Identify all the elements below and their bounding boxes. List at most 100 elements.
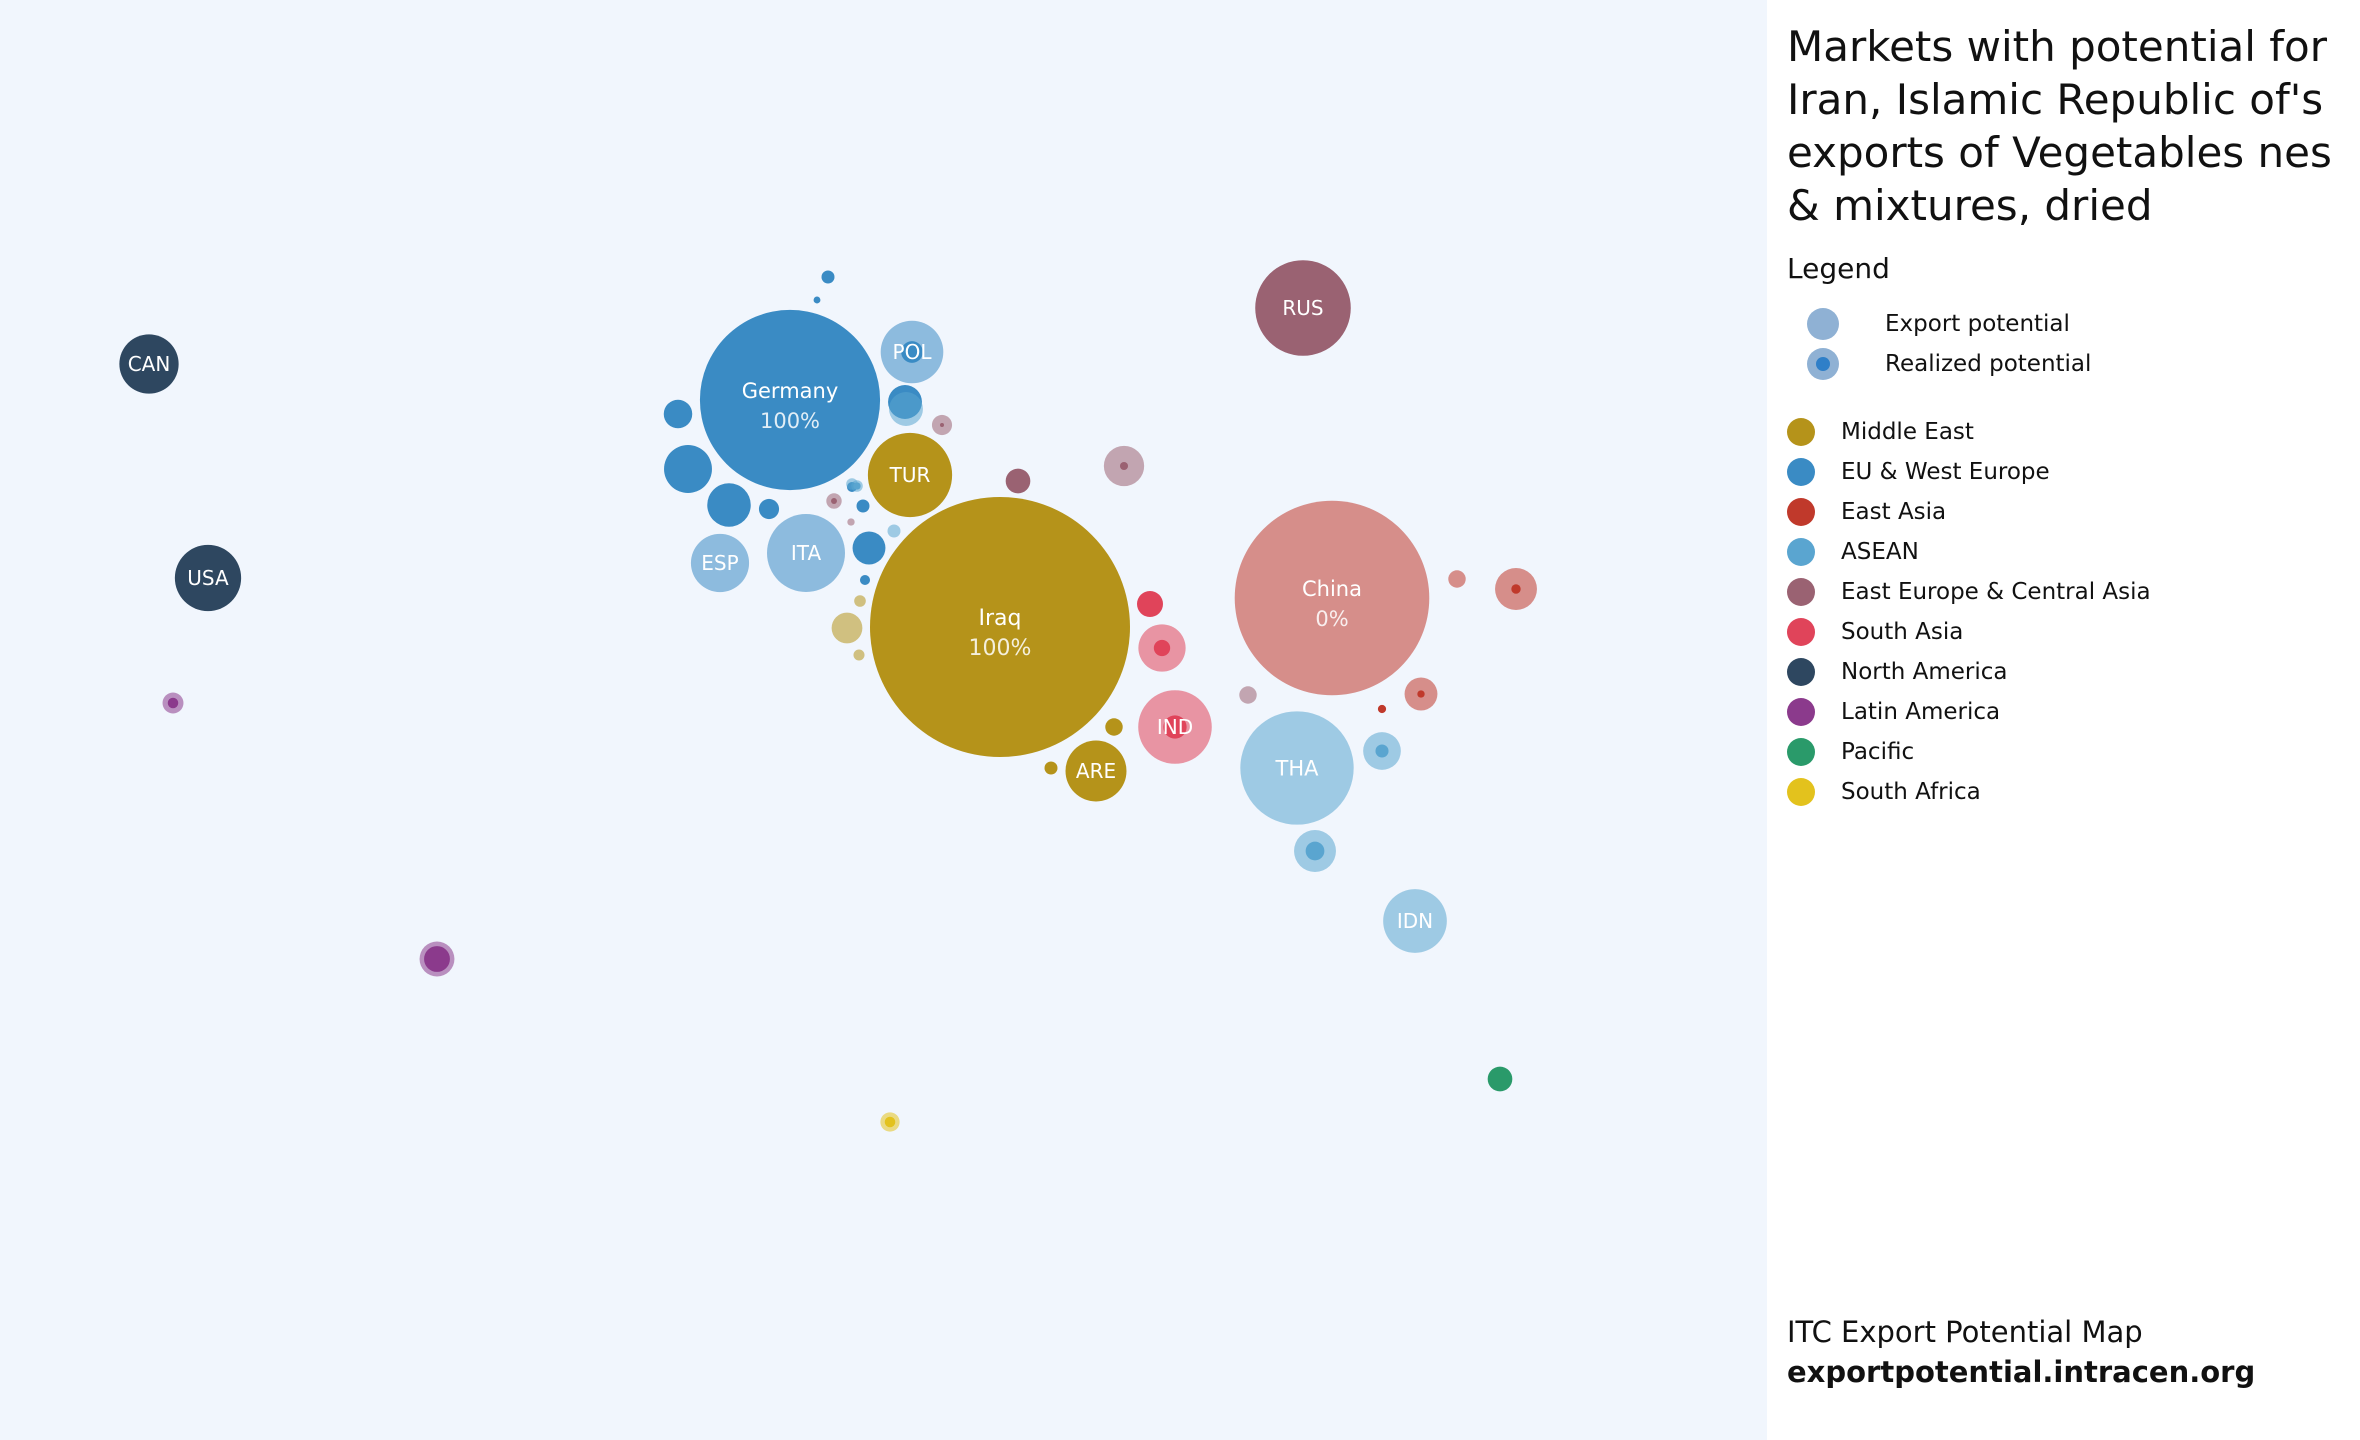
legend-label: South Asia [1841,619,1964,645]
bubble-market[interactable] [854,595,866,607]
bubble-market[interactable] [419,941,455,977]
bubble-pol[interactable]: POL [880,320,944,384]
bubble-market[interactable] [1105,718,1123,736]
bubble-market[interactable] [1005,468,1031,494]
legend-item-north-america: North America [1787,652,2008,692]
bubble-market[interactable] [1377,704,1387,714]
export-potential-circle [813,296,821,304]
bubble-market[interactable] [1103,445,1145,487]
export-potential-circle [1448,570,1466,588]
export-potential-circle [831,612,863,644]
export-potential-circle [867,432,953,518]
bubble-market[interactable] [813,296,821,304]
bubble-market[interactable] [162,692,184,714]
bubble-esp[interactable]: ESP [690,533,750,593]
legend-item-export-potential: Export potential [1787,304,2070,344]
bubble-market[interactable] [853,649,865,661]
bubble-market[interactable] [1495,568,1537,610]
bubble-ita[interactable]: ITA [767,514,845,592]
bubble-are[interactable]: ARE [1065,740,1127,802]
legend-label: Pacific [1841,739,1915,765]
bubble-iraq[interactable]: Iraq 100% [870,497,1130,757]
export-potential-circle [852,531,886,565]
bubble-rus[interactable]: RUS [1255,260,1351,356]
realized-potential-circle [853,482,861,490]
export-potential-circle [1234,500,1430,696]
realized-potential-circle [1511,584,1521,594]
realized-potential-circle [167,697,179,709]
bubble-china[interactable]: China 0% [1234,500,1430,696]
bubble-label: IDN [1397,909,1433,933]
bubble-market[interactable] [664,445,712,493]
bubble-market[interactable] [831,612,863,644]
legend-label: Latin America [1841,699,2001,725]
bubble-market[interactable] [1487,1066,1513,1092]
legend-swatch [1787,458,1815,486]
bubble-label: CAN [128,352,171,376]
bubble-label: China [1302,577,1362,601]
export-potential-circle [690,533,750,593]
legend-swatch [1787,658,1815,686]
export-potential-circle [847,518,855,526]
bubble-market[interactable] [707,483,751,527]
bubble-market[interactable] [887,524,901,538]
credit-url-link[interactable]: exportpotential.intracen.org [1787,1355,2256,1389]
bubble-label: IND [1157,715,1193,739]
bubble-market[interactable] [847,518,855,526]
bubble-market[interactable] [889,392,923,426]
export-potential-circle [859,574,871,586]
bubble-idn[interactable]: IDN [1383,889,1447,953]
bubble-market[interactable] [931,414,953,436]
bubble-usa[interactable]: USA [174,544,242,612]
realized-potential-circle [1417,690,1425,698]
legend-item-realized-potential: Realized potential [1787,344,2091,384]
legend-heading: Legend [1787,252,1890,285]
bubble-market[interactable] [663,399,693,429]
bubble-market[interactable] [851,480,863,492]
bubble-ind[interactable]: IND [1138,690,1212,764]
bubble-can[interactable]: CAN [119,334,179,394]
bubble-market[interactable] [821,270,835,284]
export-potential-circle [767,514,845,592]
bubble-tur[interactable]: TUR [867,432,953,518]
legend-item-south-asia: South Asia [1787,612,1963,652]
export-potential-circle [1044,761,1058,775]
bubble-germany[interactable]: Germany 100% [699,309,881,491]
legend-item-east-asia: East Asia [1787,492,1946,532]
bubble-market[interactable] [880,1112,900,1132]
bubble-label: Germany [742,379,839,403]
legend-swatch [1787,738,1815,766]
export-potential-circle [889,392,923,426]
realized-potential-circle [1153,639,1171,657]
bubble-market[interactable] [859,574,871,586]
export-potential-circle [664,445,712,493]
bubble-market[interactable] [826,493,842,509]
bubble-label: TUR [889,463,931,487]
legend-item-south-africa: South Africa [1787,772,1981,812]
legend-swatch [1787,578,1815,606]
bubble-market[interactable] [1239,686,1257,704]
credit-source: ITC Export Potential Map [1787,1315,2143,1349]
legend-swatch [1787,538,1815,566]
bubble-market[interactable] [758,498,780,520]
realized-potential-circle [424,946,450,972]
realized-potential-circle [901,341,923,363]
bubble-market[interactable] [1044,761,1058,775]
legend-swatch [1787,418,1815,446]
bubble-tha[interactable]: THA [1240,711,1354,825]
bubble-market[interactable] [1448,570,1466,588]
legend-item-east-europe-central-asia: East Europe & Central Asia [1787,572,2151,612]
bubble-label: Iraq [979,606,1022,631]
bubble-market[interactable] [1363,732,1401,770]
bubble-market[interactable] [852,531,886,565]
bubble-market[interactable] [1294,830,1336,872]
export-potential-circle [1240,711,1354,825]
export-potential-circle [887,524,901,538]
realized-potential-circle [884,1116,896,1128]
export-potential-circle [1065,740,1127,802]
bubble-market[interactable] [1137,591,1163,617]
legend-label: North America [1841,659,2008,685]
bubble-market[interactable] [1138,624,1186,672]
bubble-market[interactable] [1404,677,1438,711]
bubble-market[interactable] [856,499,870,513]
